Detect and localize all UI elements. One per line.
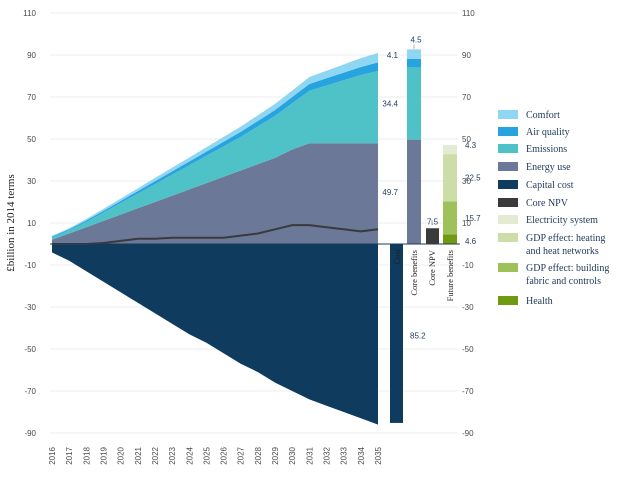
y-tick-label-left: 30	[27, 177, 36, 186]
y-tick-label-left: 90	[27, 51, 36, 60]
legend-swatch-emissions	[498, 144, 518, 153]
legend-swatch-air-quality	[498, 127, 518, 136]
y-tick-label-right: 50	[462, 135, 471, 144]
y-tick-label-left: 50	[27, 135, 36, 144]
y-tick-label-right: -90	[462, 429, 474, 438]
core-benefits-bar-emissions	[407, 67, 421, 140]
legend-label-health: Health	[526, 296, 553, 307]
legend-label-core-npv: Core NPV	[526, 198, 569, 209]
x-tick-label: 2019	[99, 446, 108, 464]
x-tick-label: 2034	[357, 446, 366, 464]
x-tick-label: 2035	[374, 446, 383, 464]
legend-label-gdp-effect-building-fabric-and-controls: GDP effect: building fabric and controls	[526, 263, 609, 287]
core-benefits-value-label: 4.5	[410, 35, 422, 44]
cost-bar-capital-cost	[390, 244, 403, 423]
legend-label-comfort: Comfort	[526, 110, 560, 121]
core-benefits-value-label: 34.4	[382, 100, 398, 109]
legend-swatch-health	[498, 296, 518, 305]
core-benefits-value-label: 4.1	[387, 51, 399, 60]
y-tick-label-left: -10	[24, 261, 36, 270]
x-tick-label: 2022	[151, 446, 160, 464]
x-tick-label: 2024	[185, 446, 194, 464]
x-tick-label: 2023	[168, 446, 177, 464]
legend-label-gdp-effect-heating-and-heat-networks: GDP effect: heating and heat networks	[526, 233, 605, 257]
legend-label-electricity-system: Electricity system	[526, 215, 598, 226]
summary-bars: 85.2 Cost 49.7 34.4 4.1 4.5 Core benefits 7.5 Co…	[382, 35, 481, 423]
legend-label-capital-cost: Capital cost	[526, 180, 574, 191]
core-benefits-bar-comfort	[407, 49, 421, 59]
future-benefits-bar-label: Future benefits	[445, 250, 455, 301]
y-tick-label-left: -70	[24, 387, 36, 396]
axes: 110 110 90 90 70 70 50 50 30 30 10 10 -10 -10 -30 -30 -5…	[5, 9, 475, 465]
future-benefits-bar-electricity-system	[443, 145, 457, 155]
future-benefits-value-label: 4.6	[465, 237, 477, 246]
comfort-area	[52, 52, 378, 237]
future-benefits-bar-gdp-effect-heating-and-heat-networks	[443, 154, 457, 202]
y-tick-label-left: 70	[27, 93, 36, 102]
y-axis-label: £billion in 2014 terms	[5, 174, 17, 271]
core-npv-bar-label: Core NPV	[427, 249, 437, 286]
core-npv-line	[52, 224, 379, 245]
x-tick-label: 2031	[305, 446, 314, 464]
x-tick-label: 2029	[271, 446, 280, 464]
x-tick-label: 2016	[48, 446, 57, 464]
legend-swatch-capital-cost	[498, 180, 518, 189]
cost-bar-label: Cost	[392, 248, 402, 264]
x-tick-label: 2018	[82, 446, 91, 464]
future-benefits-bar-health	[443, 234, 457, 244]
y-tick-label-right: -50	[462, 345, 474, 354]
x-tick-label: 2033	[340, 446, 349, 464]
y-tick-label-right: 30	[462, 177, 471, 186]
y-tick-label-left: -30	[24, 303, 36, 312]
legend-label-energy-use: Energy use	[526, 162, 571, 173]
cost-value-label: 85.2	[410, 332, 426, 341]
y-tick-label-right: -10	[462, 261, 474, 270]
core-benefits-bar-energy-use	[407, 139, 421, 244]
y-tick-label-right: 90	[462, 51, 471, 60]
x-tick-label: 2025	[202, 446, 211, 464]
x-tick-label: 2032	[323, 446, 332, 464]
legend-swatch-energy-use	[498, 162, 518, 171]
legend-swatch-gdp-effect-heating-and-heat-networks	[498, 233, 518, 242]
legend: Comfort Air quality Emissions Energy use Cap…	[498, 110, 609, 307]
y-tick-label-right: 110	[462, 9, 475, 18]
air-quality-area	[52, 62, 378, 238]
y-tick-label-right: -70	[462, 387, 474, 396]
legend-swatch-electricity-system	[498, 215, 518, 224]
core-benefits-bar-air-quality	[407, 58, 421, 68]
energy-use-area	[52, 143, 378, 244]
x-tick-label: 2021	[134, 446, 143, 464]
legend-swatch-comfort	[498, 110, 518, 119]
y-tick-label-right: 10	[462, 219, 471, 228]
x-tick-label: 2026	[220, 446, 229, 464]
legend-label-air-quality: Air quality	[526, 127, 570, 138]
x-tick-label: 2020	[117, 446, 126, 464]
capital-cost-area	[52, 244, 378, 425]
y-tick-label-left: 110	[23, 9, 36, 18]
x-tick-label: 2028	[254, 446, 263, 464]
core-benefits-bar-label: Core benefits	[409, 250, 419, 296]
core-npv-value-label: 7.5	[427, 217, 439, 226]
y-tick-label-right: -30	[462, 303, 474, 312]
future-benefits-value-label: 22.5	[465, 174, 481, 183]
x-tick-label: 2030	[288, 446, 297, 464]
x-tick-label: 2017	[65, 446, 74, 464]
emissions-area	[52, 70, 378, 240]
future-benefits-bar-gdp-effect-building-fabric-and-controls	[443, 201, 457, 235]
y-tick-label-right: 70	[462, 93, 471, 102]
x-tick-label: 2027	[237, 446, 246, 464]
future-benefits-value-label: 4.3	[465, 141, 477, 150]
stacked-areas	[52, 52, 379, 425]
y-tick-label-left: -90	[24, 429, 36, 438]
future-benefits-value-label: 15.7	[465, 214, 481, 223]
legend-label-emissions: Emissions	[526, 144, 567, 155]
legend-swatch-core-npv	[498, 198, 518, 207]
legend-swatch-gdp-effect-building-fabric-and-controls	[498, 263, 518, 272]
core-benefits-value-label: 49.7	[382, 188, 398, 197]
y-tick-label-left: -50	[24, 345, 36, 354]
core-npv-bar-core-npv	[426, 228, 439, 244]
y-tick-label-left: 10	[27, 219, 36, 228]
